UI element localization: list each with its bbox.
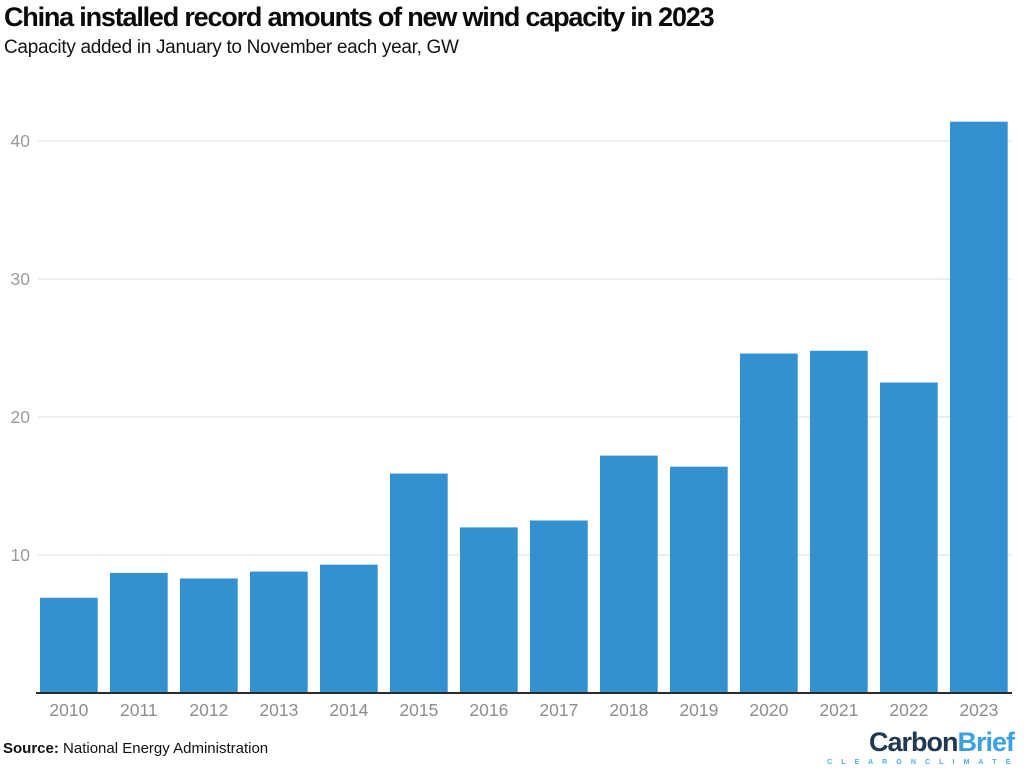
x-tick-label-2017: 2017 (539, 700, 578, 720)
x-tick-label-2012: 2012 (189, 700, 228, 720)
x-tick-label-2022: 2022 (889, 700, 928, 720)
logo-tagline: C L E A R O N C L I M A T E (827, 759, 1014, 766)
bar-2017 (530, 520, 588, 693)
bar-2011 (110, 572, 168, 693)
x-tick-label-2016: 2016 (469, 700, 508, 720)
bar-2018 (600, 455, 658, 693)
x-tick-label-2021: 2021 (819, 700, 858, 720)
carbonbrief-logo-wordmark: CarbonBrief (827, 727, 1015, 757)
x-tick-label-2014: 2014 (329, 700, 368, 720)
chart-subtitle: Capacity added in January to November ea… (4, 37, 459, 58)
x-tick-label-2023: 2023 (959, 700, 998, 720)
bar-2021 (810, 350, 868, 693)
x-tick-label-2013: 2013 (259, 700, 298, 720)
x-tick-label-2015: 2015 (399, 700, 438, 720)
bar-2019 (670, 466, 728, 693)
x-tick-label-2018: 2018 (609, 700, 648, 720)
x-tick-label-2010: 2010 (49, 700, 88, 720)
logo-carbon-text: Carbon (868, 727, 958, 757)
bar-2012 (180, 578, 238, 693)
y-tick-label-40: 40 (11, 131, 31, 151)
y-tick-label-10: 10 (11, 545, 31, 565)
bar-2015 (390, 473, 448, 693)
source-line: Source: National Energy Administration (3, 740, 268, 757)
source-label: Source: (3, 740, 59, 757)
bar-2014 (320, 564, 378, 693)
bar-2020 (740, 353, 798, 693)
bar-2010 (40, 597, 98, 693)
y-tick-label-30: 30 (11, 269, 31, 289)
logo-brief-text: Brief (957, 727, 1015, 757)
x-tick-label-2011: 2011 (120, 700, 158, 720)
bar-2013 (250, 571, 308, 693)
x-tick-label-2020: 2020 (749, 700, 788, 720)
bar-2023 (950, 121, 1008, 694)
source-text: National Energy Administration (58, 740, 269, 757)
x-tick-label-2019: 2019 (679, 700, 718, 720)
carbonbrief-logo: CarbonBrief C L E A R O N C L I M A T E (827, 727, 1015, 767)
y-tick-label-20: 20 (11, 407, 31, 427)
bar-2022 (880, 382, 938, 693)
chart-title: China installed record amounts of new wi… (4, 2, 715, 32)
bar-2016 (460, 527, 518, 693)
